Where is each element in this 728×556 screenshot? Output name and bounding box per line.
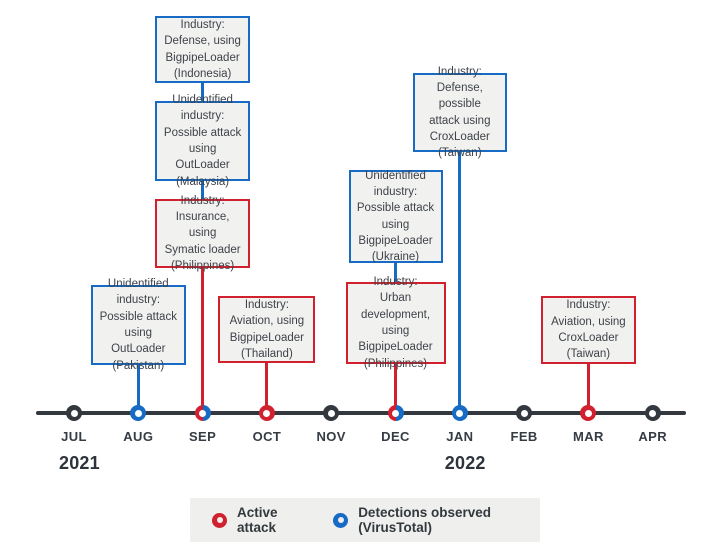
- connector-aviation-croxloader-taiwan: [586, 364, 590, 413]
- event-text: Unidentified industry: Possible attack u…: [99, 278, 177, 372]
- connector-unidentified-outloader-malaysia: [201, 181, 205, 199]
- event-text: Industry: Aviation, using CroxLoader (Ta…: [551, 299, 626, 361]
- year-label-2022: 2022: [444, 453, 486, 473]
- connector-defense-bigpipeloader-indonesia: [201, 83, 205, 101]
- legend: Active attack Detections observed (Virus…: [190, 498, 540, 542]
- marker-dec-both: [387, 405, 404, 421]
- month-label-apr: APR: [638, 429, 668, 444]
- month-label-feb: FEB: [510, 429, 538, 444]
- connector-unidentified-outloader-pakistan: [136, 365, 140, 413]
- event-box-unidentified-bigpipeloader-ukraine: Unidentified industry: Possible attack u…: [348, 170, 443, 263]
- event-box-aviation-croxloader-taiwan: Industry: Aviation, using CroxLoader (Ta…: [540, 296, 636, 364]
- legend-active-attack: Active attack: [212, 505, 307, 535]
- legend-detections-label: Detections observed (VirusTotal): [358, 505, 491, 535]
- active-attack-marker-icon: [212, 512, 227, 528]
- event-box-unidentified-outloader-pakistan: Unidentified industry: Possible attack u…: [90, 278, 186, 372]
- month-label-oct: OCT: [252, 429, 282, 444]
- event-box-urban-development-bigpipeloader-philippines: Industry: Urban development, using Bigpi…: [345, 276, 446, 370]
- event-text: Industry: Urban development, using Bigpi…: [358, 276, 433, 370]
- event-text: Industry: Aviation, using BigpipeLoader …: [229, 298, 305, 360]
- marker-sep-both: [194, 405, 211, 421]
- legend-active-attack-label: Active attack: [237, 505, 278, 535]
- event-box-defense-croxloader-taiwan: Industry: Defense, possible attack using…: [412, 66, 507, 159]
- month-label-nov: NOV: [316, 429, 346, 444]
- marker-aug-detection: [130, 405, 147, 421]
- connector-aviation-bigpipeloader-thailand: [265, 363, 269, 413]
- connector-insurance-symatic-philippines: [201, 268, 205, 413]
- event-box-unidentified-outloader-malaysia: Unidentified industry: Possible attack u…: [155, 94, 251, 188]
- marker-mar-active: [580, 405, 597, 421]
- connector-unidentified-bigpipeloader-ukraine: [394, 263, 397, 282]
- month-label-mar: MAR: [572, 429, 604, 444]
- marker-jul-none: [66, 405, 82, 421]
- timeline-axis: [36, 411, 686, 415]
- month-label-jan: JAN: [446, 429, 474, 444]
- month-label-sep: SEP: [188, 429, 217, 444]
- legend-detections: Detections observed (VirusTotal): [333, 505, 540, 535]
- marker-jan-detection: [451, 405, 468, 421]
- event-box-defense-bigpipeloader-indonesia: Industry: Defense, using BigpipeLoader (…: [155, 16, 251, 83]
- connector-defense-croxloader-taiwan: [458, 152, 462, 413]
- marker-oct-active: [258, 405, 275, 421]
- detections-observed-marker-icon: [333, 512, 349, 528]
- event-text: Industry: Defense, using BigpipeLoader (…: [164, 18, 241, 80]
- event-box-insurance-symatic-philippines: Industry: Insurance, using Symatic loade…: [155, 195, 251, 272]
- year-label-2021: 2021: [59, 453, 100, 473]
- marker-apr-none: [644, 405, 661, 421]
- connector-urban-development-bigpipeloader-philippines: [394, 364, 397, 413]
- marker-feb-none: [516, 405, 533, 421]
- event-text: Industry: Insurance, using Symatic loade…: [164, 194, 241, 272]
- marker-nov-none: [323, 405, 340, 421]
- month-label-aug: AUG: [123, 429, 154, 444]
- event-text: Industry: Defense, possible attack using…: [429, 65, 491, 160]
- month-label-jul: JUL: [61, 429, 87, 444]
- event-text: Unidentified industry: Possible attack u…: [356, 169, 435, 264]
- month-label-dec: DEC: [381, 429, 410, 444]
- event-box-aviation-bigpipeloader-thailand: Industry: Aviation, using BigpipeLoader …: [218, 296, 316, 363]
- event-text: Unidentified industry: Possible attack u…: [163, 94, 242, 188]
